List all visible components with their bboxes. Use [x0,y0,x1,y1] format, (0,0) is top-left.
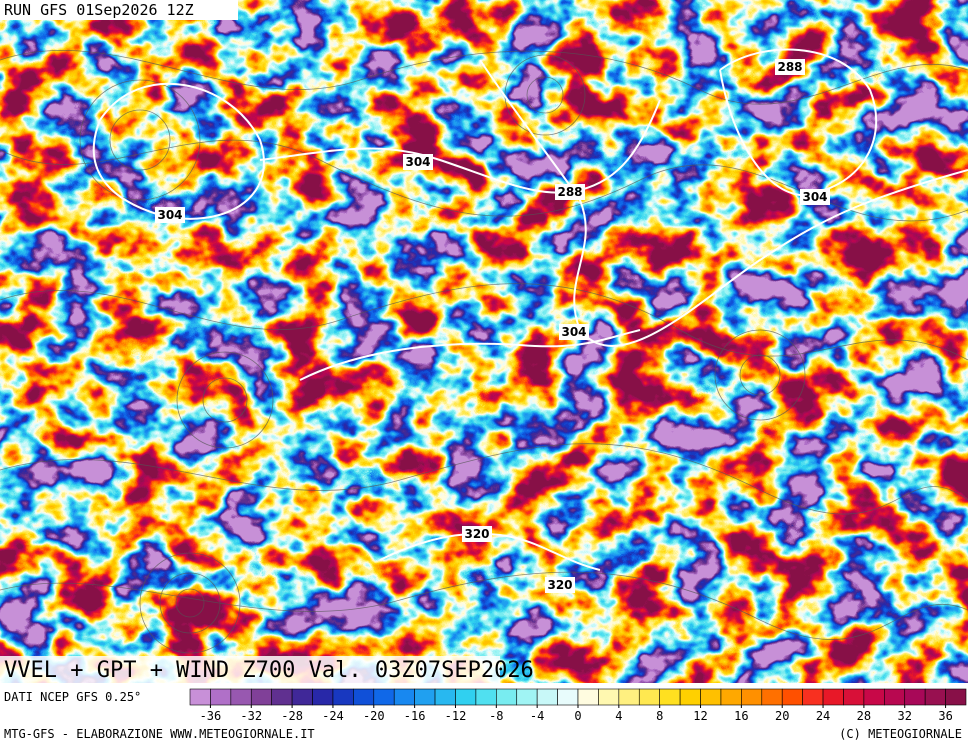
colorbar-swatch [271,688,293,706]
colorbar-tick-label: 12 [693,709,707,723]
colorbar-tick-label: -28 [281,709,303,723]
contour-label-box [775,59,805,75]
colorbar-swatch [312,688,334,706]
colorbar-swatch [781,688,803,706]
colorbar-swatch [496,688,518,706]
colorbar-swatch [393,688,415,706]
colorbar-swatch [863,688,885,706]
run-label: RUN GFS 01Sep2026 12Z [4,1,194,19]
colorbar-swatch [536,688,558,706]
contour-label: 304 [157,208,182,222]
colorbar-swatch [434,688,456,706]
colorbar-tick-label: 24 [816,709,830,723]
contour-label-box [403,154,433,170]
colorbar-swatch [700,688,722,706]
contour-label: 288 [557,185,582,199]
colorbar-swatch [291,688,313,706]
map: 288 304 288 304 304 304 320 320 RUN GFS 01Sep20… [0,0,968,683]
colorbar-tick-label: 32 [898,709,912,723]
colorbar-tick-label: 36 [938,709,952,723]
colorbar-tick-label: 20 [775,709,789,723]
colorbar-tick-label: -20 [363,709,385,723]
colorbar-tick-label: -32 [240,709,262,723]
colorbar-swatch [720,688,742,706]
colorbar-tick-label: 28 [857,709,871,723]
colorbar-swatch [945,688,967,706]
colorbar-swatch [332,688,354,706]
colorbar-swatch [577,688,599,706]
colorbar-swatch [353,688,375,706]
colorbar-swatch [250,688,272,706]
colorbar-swatch [598,688,620,706]
colorbar-swatch [761,688,783,706]
colorbar-swatch [802,688,824,706]
colorbar-swatch [924,688,946,706]
colorbar-tick-label: 16 [734,709,748,723]
colorbar-swatch [557,688,579,706]
colorbar-swatch [638,688,660,706]
colorbar-swatch [659,688,681,706]
vertical-velocity-field [0,0,968,683]
contour-label: 304 [802,190,827,204]
colorbar-swatch [741,688,763,706]
colorbar-swatch [414,688,436,706]
colorbar-tick-label: -16 [404,709,426,723]
copyright: (C) METEOGIORNALE [839,727,962,741]
colorbar-swatch [618,688,640,706]
contour-label-box [555,184,585,200]
contour-label-box [545,577,575,593]
colorbar-swatch [904,688,926,706]
geopotential-contours [92,48,968,571]
map-title: VVEL + GPT + WIND Z700 Val. 03Z07SEP2026 [4,658,534,683]
streamlines [0,50,968,654]
colorbar-swatch [843,688,865,706]
colorbar-swatch [884,688,906,706]
colorbar-swatch [455,688,477,706]
colorbar-tick-label: -36 [200,709,222,723]
colorbar-tick-label: 0 [574,709,581,723]
colorbar-swatch [516,688,538,706]
colorbar-tick-label: 4 [615,709,622,723]
colorbar-tick-label: -24 [322,709,344,723]
colorbar-swatch [475,688,497,706]
colorbar-swatch [822,688,844,706]
contour-label: 320 [547,578,572,592]
colorbar-swatch [230,688,252,706]
contour-label-box [462,526,492,542]
contour-label-box [155,207,185,223]
legend: DATI NCEP GFS 0.25° -36 -32 -28 -24 -20 -16 -1… [4,688,967,723]
title-box [0,656,500,683]
contour-label: 304 [405,155,430,169]
colorbar-swatch [189,688,211,706]
credit: MTG-GFS - ELABORAZIONE WWW.METEOGIORNALE… [4,727,315,741]
colorbar-swatch [679,688,701,706]
colorbar-swatch [373,688,395,706]
source-label: DATI NCEP GFS 0.25° [4,690,141,704]
colorbar-tick-label: 8 [656,709,663,723]
header-box [0,0,238,20]
colorbar-tick-label: -8 [489,709,503,723]
colorbar-tick-label: -4 [530,709,544,723]
colorbar-swatch [210,688,232,706]
contour-label-box [800,189,830,205]
contour-label: 304 [561,325,586,339]
contour-label: 320 [464,527,489,541]
contour-label-box [559,324,589,340]
contour-label: 288 [777,60,802,74]
colorbar-tick-label: -12 [445,709,467,723]
